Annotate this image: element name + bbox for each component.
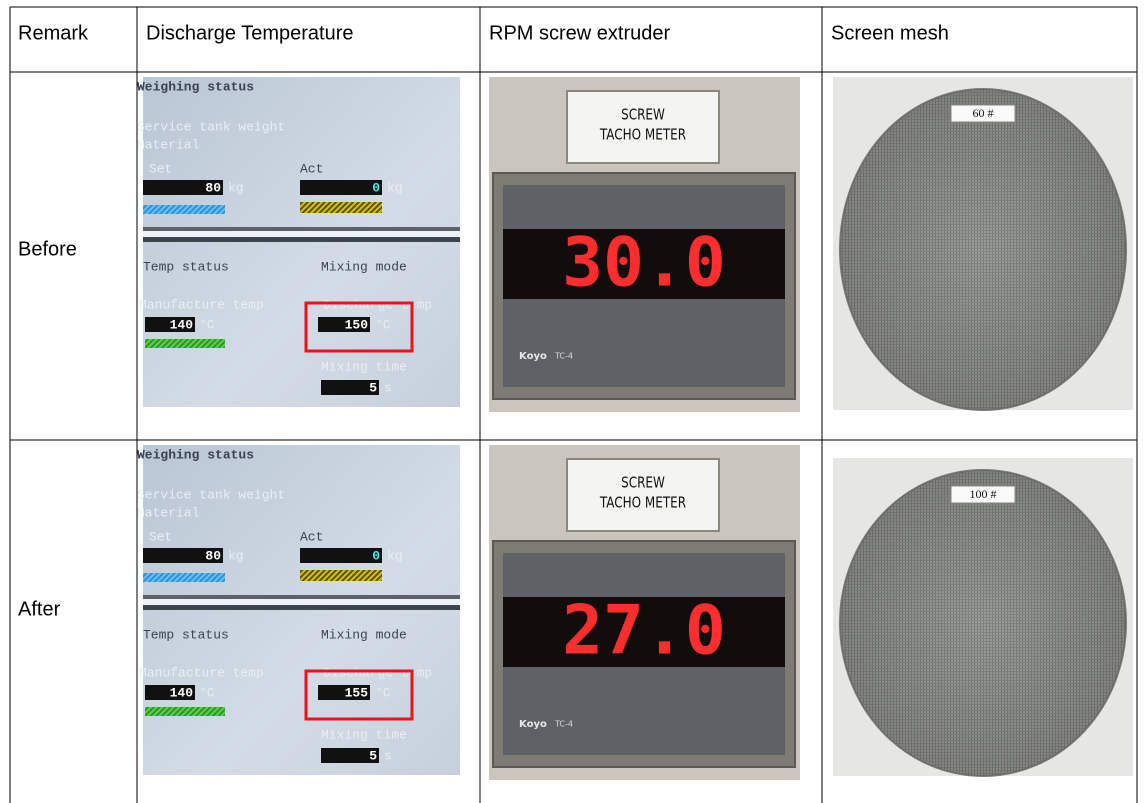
screen-text: Act xyxy=(300,161,323,176)
separator xyxy=(143,237,460,242)
brand: Koyo xyxy=(519,719,547,730)
screen-text: 140 xyxy=(170,685,194,700)
header-cell: Discharge Temperature xyxy=(146,22,354,44)
reading: 27.0 xyxy=(562,592,726,671)
mesh-photo: 60 # xyxy=(833,77,1133,410)
mesh-shade xyxy=(840,89,1126,410)
screen-text: Temp status xyxy=(143,259,229,274)
screen-text: 5 xyxy=(369,748,377,763)
tacho-photo: SCREW TACHO METER 27.0 Koyo TC-4 xyxy=(489,445,800,780)
screen-text: °C xyxy=(199,317,215,332)
reading: 30.0 xyxy=(562,224,726,303)
mesh-shade xyxy=(840,470,1126,776)
screen-text: 0 xyxy=(372,180,380,195)
screen-text: Service tank weight xyxy=(137,119,285,134)
label-text: SCREW xyxy=(621,106,665,124)
screen-text: kg xyxy=(387,548,403,563)
screen-text: kg xyxy=(228,180,244,195)
screen-text: 0 xyxy=(372,548,380,563)
screen-text: Manufacture temp xyxy=(139,665,264,680)
header-cell: RPM screw extruder xyxy=(489,22,670,44)
label-text: SCREW xyxy=(621,474,665,492)
screen-text: Mixing time xyxy=(321,727,407,742)
row-label: After xyxy=(18,598,61,620)
level-bar xyxy=(145,339,225,348)
screen-text: s xyxy=(384,380,392,395)
screen-text: Manufacture temp xyxy=(139,297,264,312)
screen-text: °C xyxy=(375,317,391,332)
screen-text: Temp status xyxy=(143,627,229,642)
screen-text: Discharge temp xyxy=(323,665,432,680)
screen-text: Service tank weight xyxy=(137,487,285,502)
screen-text: Material xyxy=(137,505,200,520)
screen-text: 140 xyxy=(170,317,194,332)
screen-text: Mixing mode xyxy=(321,627,407,642)
screen-text: Weighing status xyxy=(137,79,254,94)
level-bar xyxy=(300,202,382,213)
screen-text: Act xyxy=(300,529,323,544)
document-table: Remark Discharge Temperature RPM screw ext… xyxy=(0,0,1147,803)
label-text: TACHO METER xyxy=(599,494,687,512)
value-box xyxy=(300,548,382,563)
screen-text: Mixing time xyxy=(321,359,407,374)
screen-text: kg xyxy=(387,180,403,195)
separator xyxy=(143,605,460,610)
screen-text: s xyxy=(384,748,392,763)
header-cell: Screen mesh xyxy=(831,22,949,44)
separator xyxy=(143,227,460,231)
screen-text: 80 xyxy=(205,180,221,195)
model: TC-4 xyxy=(554,352,573,361)
level-bar xyxy=(145,707,225,716)
screen-text: Weighing status xyxy=(137,447,254,462)
model: TC-4 xyxy=(554,720,573,729)
screen-text: 80 xyxy=(205,548,221,563)
screen-text: 150 xyxy=(345,317,369,332)
brand: Koyo xyxy=(519,351,547,362)
screen-text: Set xyxy=(149,161,172,176)
header-cell: Remark xyxy=(18,22,89,44)
hmi-screenshot: Weighing status Service tank weight Materi… xyxy=(137,445,460,775)
row-label: Before xyxy=(18,238,77,260)
screen-text: Material xyxy=(137,137,200,152)
separator xyxy=(143,231,460,237)
separator xyxy=(143,595,460,599)
screen-text: Discharge temp xyxy=(323,297,432,312)
screen-text: Set xyxy=(149,529,172,544)
value-box xyxy=(300,180,382,195)
mesh-tag-text: 60 # xyxy=(973,106,994,120)
label-text: TACHO METER xyxy=(599,126,687,144)
screen-text: Mixing mode xyxy=(321,259,407,274)
level-bar xyxy=(143,205,225,214)
level-bar xyxy=(143,573,225,582)
hmi-screenshot: Weighing status Service tank weight Materi… xyxy=(137,77,460,407)
screen-text: °C xyxy=(375,685,391,700)
tacho-photo: SCREW TACHO METER 30.0 Koyo TC-4 xyxy=(489,77,800,412)
screen-text: 5 xyxy=(369,380,377,395)
separator xyxy=(143,599,460,605)
level-bar xyxy=(300,570,382,581)
screen-text: kg xyxy=(228,548,244,563)
screen-text: °C xyxy=(199,685,215,700)
mesh-photo: 100 # xyxy=(833,458,1133,776)
screen-text: 155 xyxy=(345,685,369,700)
mesh-tag-text: 100 # xyxy=(970,487,997,501)
